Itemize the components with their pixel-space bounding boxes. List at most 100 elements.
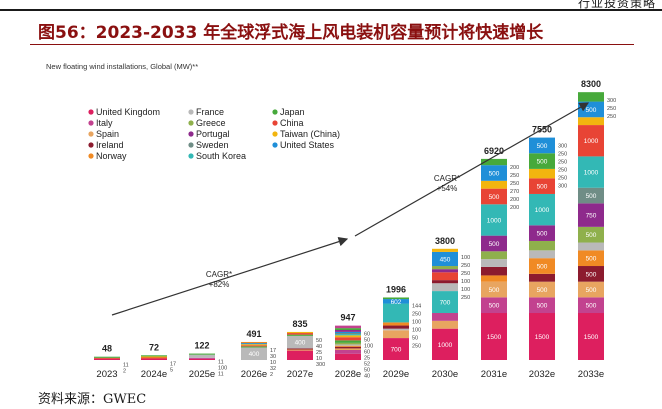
segment-side-label: 250 <box>461 271 470 277</box>
segment-side-label: 250 <box>510 173 519 179</box>
legend-marker-spain <box>88 131 94 137</box>
bar-segment-2030e-united-kingdom <box>432 328 458 360</box>
bar-segment-2031e-japan <box>481 158 507 166</box>
segment-side-label: 40 <box>364 374 370 380</box>
segment-side-label: 144 <box>412 304 421 310</box>
segment-value-label: 1500 <box>487 334 502 341</box>
bar-segment-2029e-france <box>383 328 409 331</box>
segment-side-label: 25 <box>364 356 370 362</box>
cagr-label: CAGR* <box>206 270 232 279</box>
segment-side-label: 250 <box>558 176 567 182</box>
segment-side-label: 100 <box>412 328 421 334</box>
bar-segment-2028e-greece <box>335 342 361 345</box>
x-tick-label: 2031e <box>481 369 507 380</box>
x-tick-label: 2032e <box>529 369 555 380</box>
segment-side-label: 100 <box>412 320 421 326</box>
x-tick-label: 2023 <box>96 369 117 380</box>
segment-side-label: 250 <box>558 160 567 166</box>
segment-value-label: 500 <box>586 193 597 200</box>
x-tick-label: 2033e <box>578 369 604 380</box>
legend-marker-united-kingdom <box>88 109 94 115</box>
segment-side-label: 60 <box>364 350 370 356</box>
report-category-label: 行业投资策略 <box>577 0 656 10</box>
legend-marker-taiwan-china <box>272 131 278 137</box>
segment-value-label: 500 <box>537 184 548 191</box>
segment-side-label: 11 <box>218 360 224 366</box>
bar-segment-2032e-taiwan-china <box>529 168 555 179</box>
bar-segment-2025e-united-kingdom <box>189 358 215 360</box>
bar-segment-2027e-france <box>287 335 313 349</box>
legend-marker-ireland <box>88 142 94 148</box>
source-note: 资料来源：GWEC <box>38 392 147 407</box>
bar-segment-2031e-taiwan-china <box>481 180 507 189</box>
segment-side-label: 50 <box>316 338 322 344</box>
segment-value-label: 700 <box>391 347 402 354</box>
segment-value-label: 500 <box>586 287 597 294</box>
bar-total-label: 835 <box>292 319 307 329</box>
bar-segment-2032e-japan <box>529 153 555 169</box>
segment-side-label: 40 <box>316 344 322 350</box>
bar-segment-2032e-france <box>529 250 555 259</box>
bar-segment-2030e-spain <box>432 320 458 329</box>
segment-side-label: 250 <box>510 181 519 187</box>
bar-segment-2024e-united-kingdom <box>141 358 167 360</box>
bar-total-label: 48 <box>102 344 112 354</box>
bar-segment-2028e-japan <box>335 328 361 331</box>
x-tick-label: 2024e <box>141 369 167 380</box>
legend-label-greece: Greece <box>196 118 226 128</box>
bar-total-label: 947 <box>340 313 355 323</box>
segment-value-label: 450 <box>440 257 451 264</box>
segment-value-label: 500 <box>537 287 548 294</box>
cagr-label: CAGR* <box>434 174 460 183</box>
bar-segment-2028e-italy <box>335 325 361 329</box>
bar-segment-2031e-united-states <box>481 165 507 181</box>
segment-side-label: 250 <box>558 168 567 174</box>
bar-total-label: 72 <box>149 342 159 352</box>
bar-segment-2028e-japan <box>335 340 361 343</box>
bar-segment-2028e-south-korea <box>335 334 361 336</box>
segment-value-label: 500 <box>586 303 597 310</box>
segment-value-label: 1000 <box>535 207 550 214</box>
segment-side-label: 17 <box>170 361 176 367</box>
segment-value-label: 500 <box>489 194 500 201</box>
bar-segment-2033e-sweden <box>578 187 604 204</box>
bar-segment-2024e-taiwan-china <box>141 356 167 358</box>
bar-segment-2029e-spain <box>383 330 409 339</box>
bar-segment-2027e-united-kingdom <box>287 350 313 360</box>
segment-side-label: 100 <box>461 287 470 293</box>
bar-segment-2033e-taiwan-china <box>578 117 604 126</box>
segment-value-label: 500 <box>586 232 597 239</box>
segment-side-label: 250 <box>412 312 421 318</box>
segment-side-label: 32 <box>270 366 276 372</box>
bar-segment-2028e-taiwan-china <box>335 335 361 338</box>
segment-side-label: 300 <box>558 184 567 190</box>
segment-value-label: 400 <box>295 340 306 347</box>
bar-segment-2029e-united-kingdom <box>383 338 409 360</box>
bar-segment-2031e-united-kingdom <box>481 313 507 360</box>
legend-label-spain: Spain <box>96 129 119 139</box>
chart-title: New floating wind installations, Global … <box>46 62 198 71</box>
bar-segment-2027e-china <box>287 333 313 335</box>
bar-segment-2033e-south-korea <box>578 156 604 188</box>
bar-segment-2031e-france <box>481 259 507 267</box>
segment-side-label: 300 <box>607 98 616 104</box>
bar-segment-2028e-united-kingdom <box>335 353 361 360</box>
bar-segment-2033e-japan <box>578 92 604 102</box>
chart-annotations: CAGR*+82%CAGR*+54% <box>111 102 590 316</box>
figure-title: 图56：2023-2033 年全球浮式海上风电装机容量预计将快速增长 <box>38 23 544 43</box>
legend-label-portugal: Portugal <box>196 129 230 139</box>
bar-segment-2028e-ireland <box>335 346 361 349</box>
legend-marker-portugal <box>188 131 194 137</box>
legend-marker-united-states <box>272 142 278 148</box>
bar-segment-2027e-ireland <box>287 348 313 350</box>
segment-side-label: 10 <box>270 360 276 366</box>
bar-segment-2023-china <box>94 357 120 359</box>
segment-side-label: 200 <box>510 197 519 203</box>
segment-side-label: 25 <box>316 350 322 356</box>
segment-value-label: 500 <box>586 271 597 278</box>
segment-value-label: 1000 <box>584 138 599 145</box>
segment-value-label: 750 <box>586 213 597 220</box>
bar-segment-2032e-ireland <box>529 273 555 282</box>
segment-side-label: 250 <box>558 152 567 158</box>
